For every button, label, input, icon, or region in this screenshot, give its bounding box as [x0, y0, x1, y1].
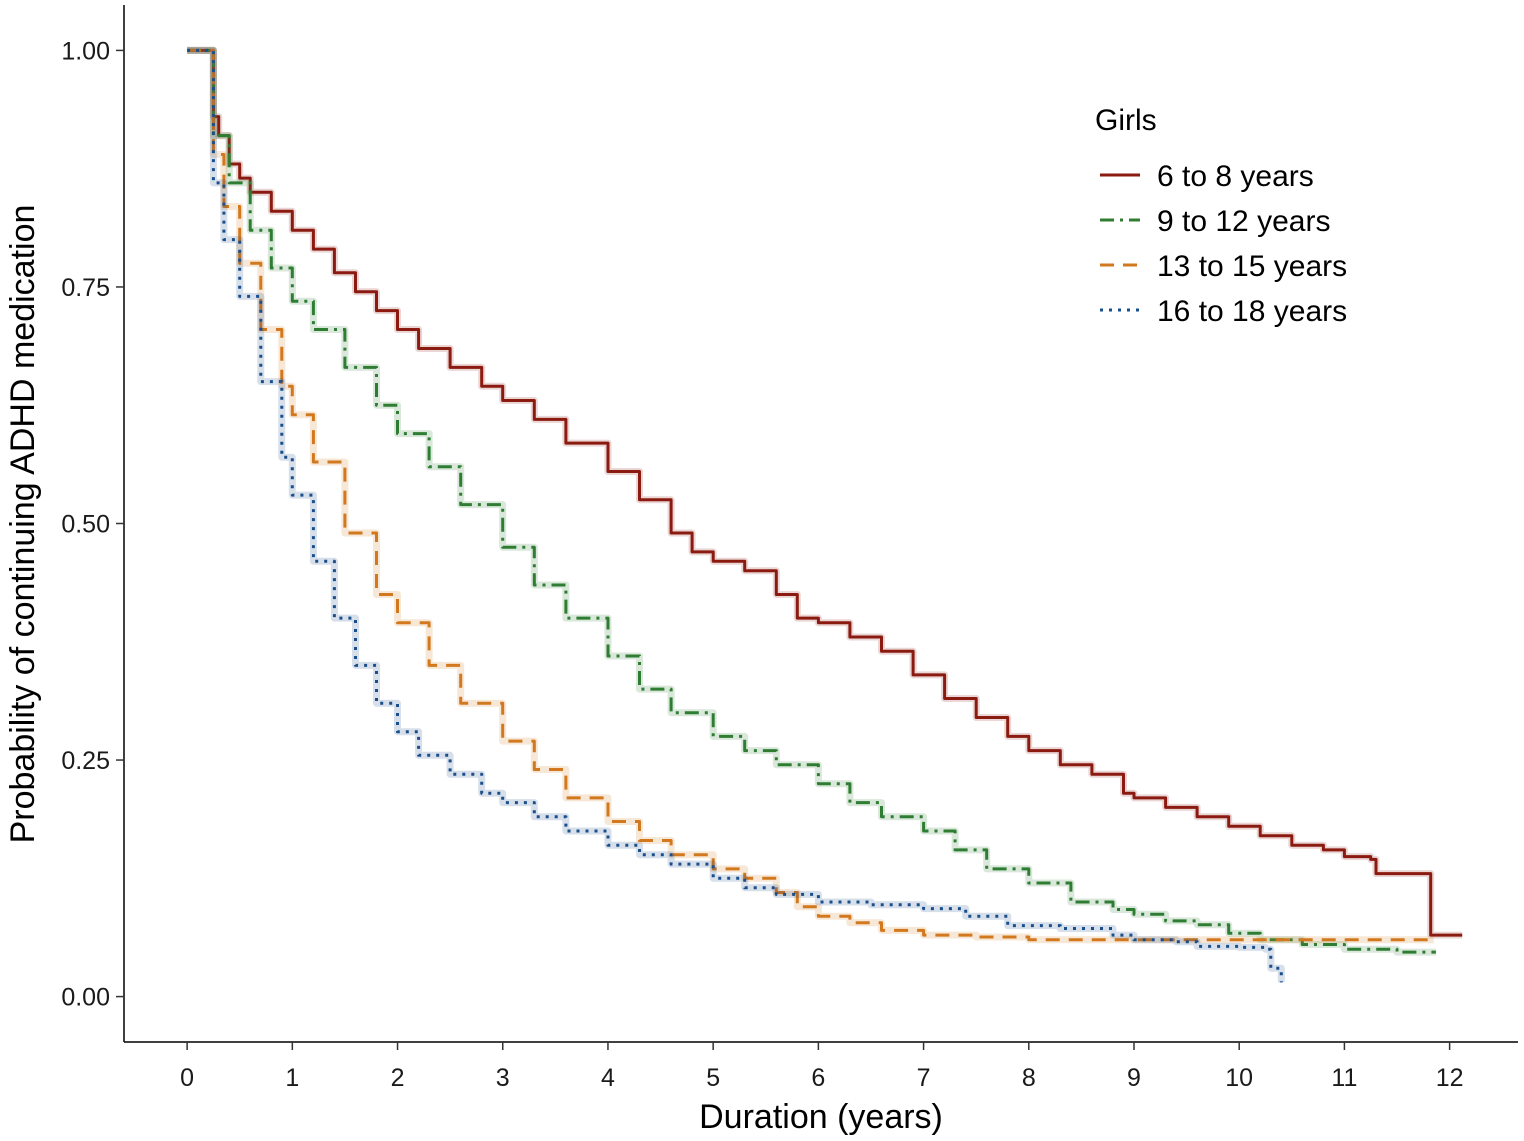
series-band-4 [187, 46, 1285, 983]
y-axis-title: Probability of continuing ADHD medicatio… [4, 205, 42, 844]
x-ticks: 0 1 2 3 4 5 6 7 8 9 10 11 12 [180, 1042, 1464, 1092]
legend-label-3: 13 to 15 years [1157, 250, 1347, 283]
legend-label-1: 6 to 8 years [1157, 160, 1314, 193]
x-tick-label: 9 [1127, 1064, 1141, 1092]
y-ticks: 0.00 0.25 0.50 0.75 1.00 [61, 37, 124, 1012]
x-tick-label: 4 [601, 1064, 615, 1092]
x-tick-label: 8 [1022, 1064, 1036, 1092]
legend-label-2: 9 to 12 years [1157, 205, 1330, 238]
y-tick-label: 0.50 [61, 511, 110, 539]
x-tick-label: 6 [811, 1064, 825, 1092]
plot-panel [124, 5, 1518, 1042]
y-tick-label: 1.00 [61, 37, 110, 65]
legend-title: Girls [1095, 104, 1157, 137]
x-axis-title: Duration (years) [699, 1098, 943, 1136]
legend-label-4: 16 to 18 years [1157, 295, 1347, 328]
x-tick-label: 5 [706, 1064, 720, 1092]
y-tick-label: 0.00 [61, 984, 110, 1012]
x-tick-label: 0 [180, 1064, 194, 1092]
x-tick-label: 11 [1331, 1064, 1357, 1092]
x-tick-label: 10 [1225, 1064, 1253, 1092]
x-tick-label: 7 [917, 1064, 931, 1092]
series-line-3 [187, 48, 1434, 942]
legend: Girls 6 to 8 years 9 to 12 years 13 to 15 … [1095, 104, 1347, 328]
series-line-2 [187, 48, 1436, 954]
y-tick-label: 0.75 [61, 274, 110, 302]
x-tick-label: 1 [285, 1064, 299, 1092]
x-tick-label: 12 [1436, 1064, 1464, 1092]
series-line-1 [187, 48, 1463, 937]
x-tick-label: 3 [496, 1064, 510, 1092]
x-tick-label: 2 [391, 1064, 405, 1092]
series-layer [187, 46, 1463, 983]
y-tick-label: 0.25 [61, 747, 110, 775]
